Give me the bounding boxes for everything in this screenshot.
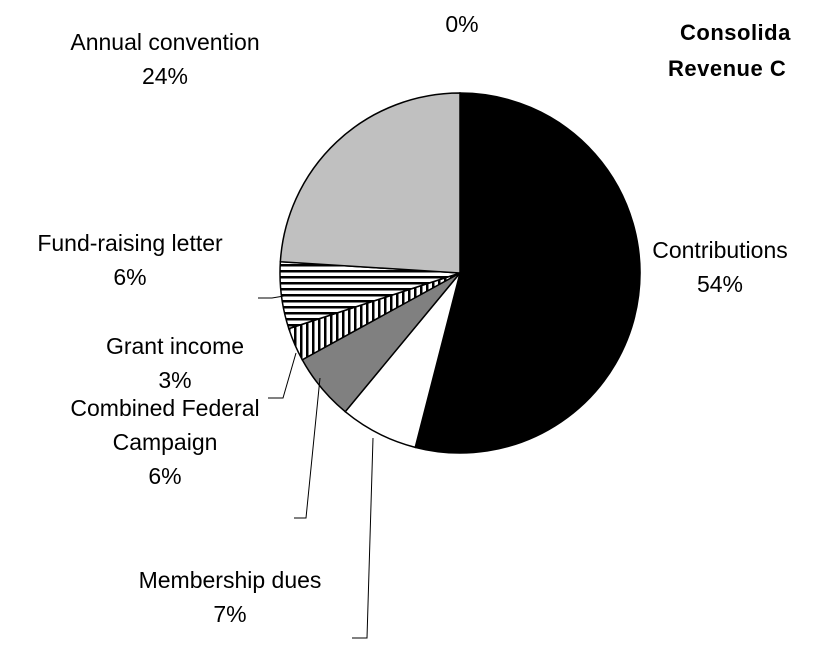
leader-line-combined-federal-campaign	[294, 377, 321, 519]
leader-line-grant-income	[268, 352, 297, 399]
pie-slice-annual-convention	[279, 92, 461, 274]
chart-title-line-1: Consolida	[680, 20, 791, 45]
pie-slice-contributions	[414, 92, 641, 454]
leader-line-membership-dues	[352, 437, 374, 639]
slice-label-combined-federal-campaign: Combined Federal Campaign 6%	[70, 395, 259, 489]
chart-title-line-2: Revenue C	[668, 56, 787, 81]
slice-label-contributions: Contributions 54%	[652, 237, 788, 297]
slice-label-fund-raising-letter: Fund-raising letter 6%	[37, 230, 223, 290]
slice-label-annual-convention: Annual convention 24%	[70, 29, 259, 89]
leader-line-fund-raising-letter	[258, 294, 291, 299]
slice-label-membership-dues: Membership dues 7%	[139, 567, 322, 627]
slice-label-other: Other0%	[433, 0, 491, 37]
slice-label-grant-income: Grant income 3%	[106, 333, 244, 393]
